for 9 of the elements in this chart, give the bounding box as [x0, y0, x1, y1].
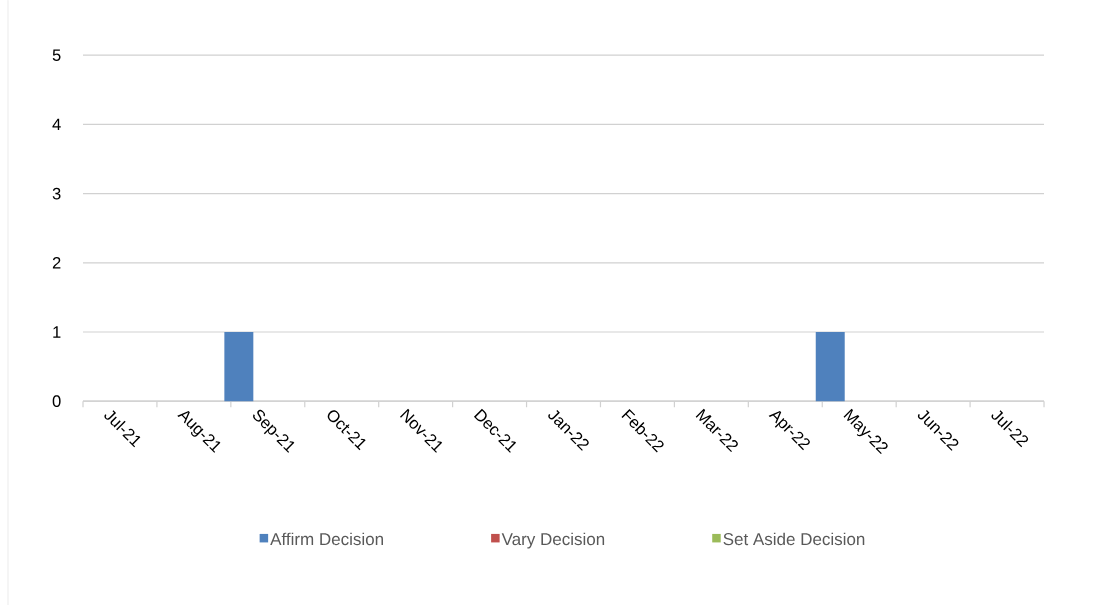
- y-tick-label: 1: [53, 326, 61, 338]
- y-tick-label: 5: [52, 49, 61, 61]
- y-tick-label: 3: [52, 187, 61, 200]
- legend-label: Affirm Decision: [270, 532, 383, 545]
- y-tick-label: 4: [52, 118, 61, 130]
- legend-label: Set Aside Decision: [723, 532, 865, 545]
- legend-label: Vary Decision: [501, 532, 605, 549]
- y-tick-label: 2: [52, 256, 61, 269]
- y-tick-label: 0: [52, 395, 61, 407]
